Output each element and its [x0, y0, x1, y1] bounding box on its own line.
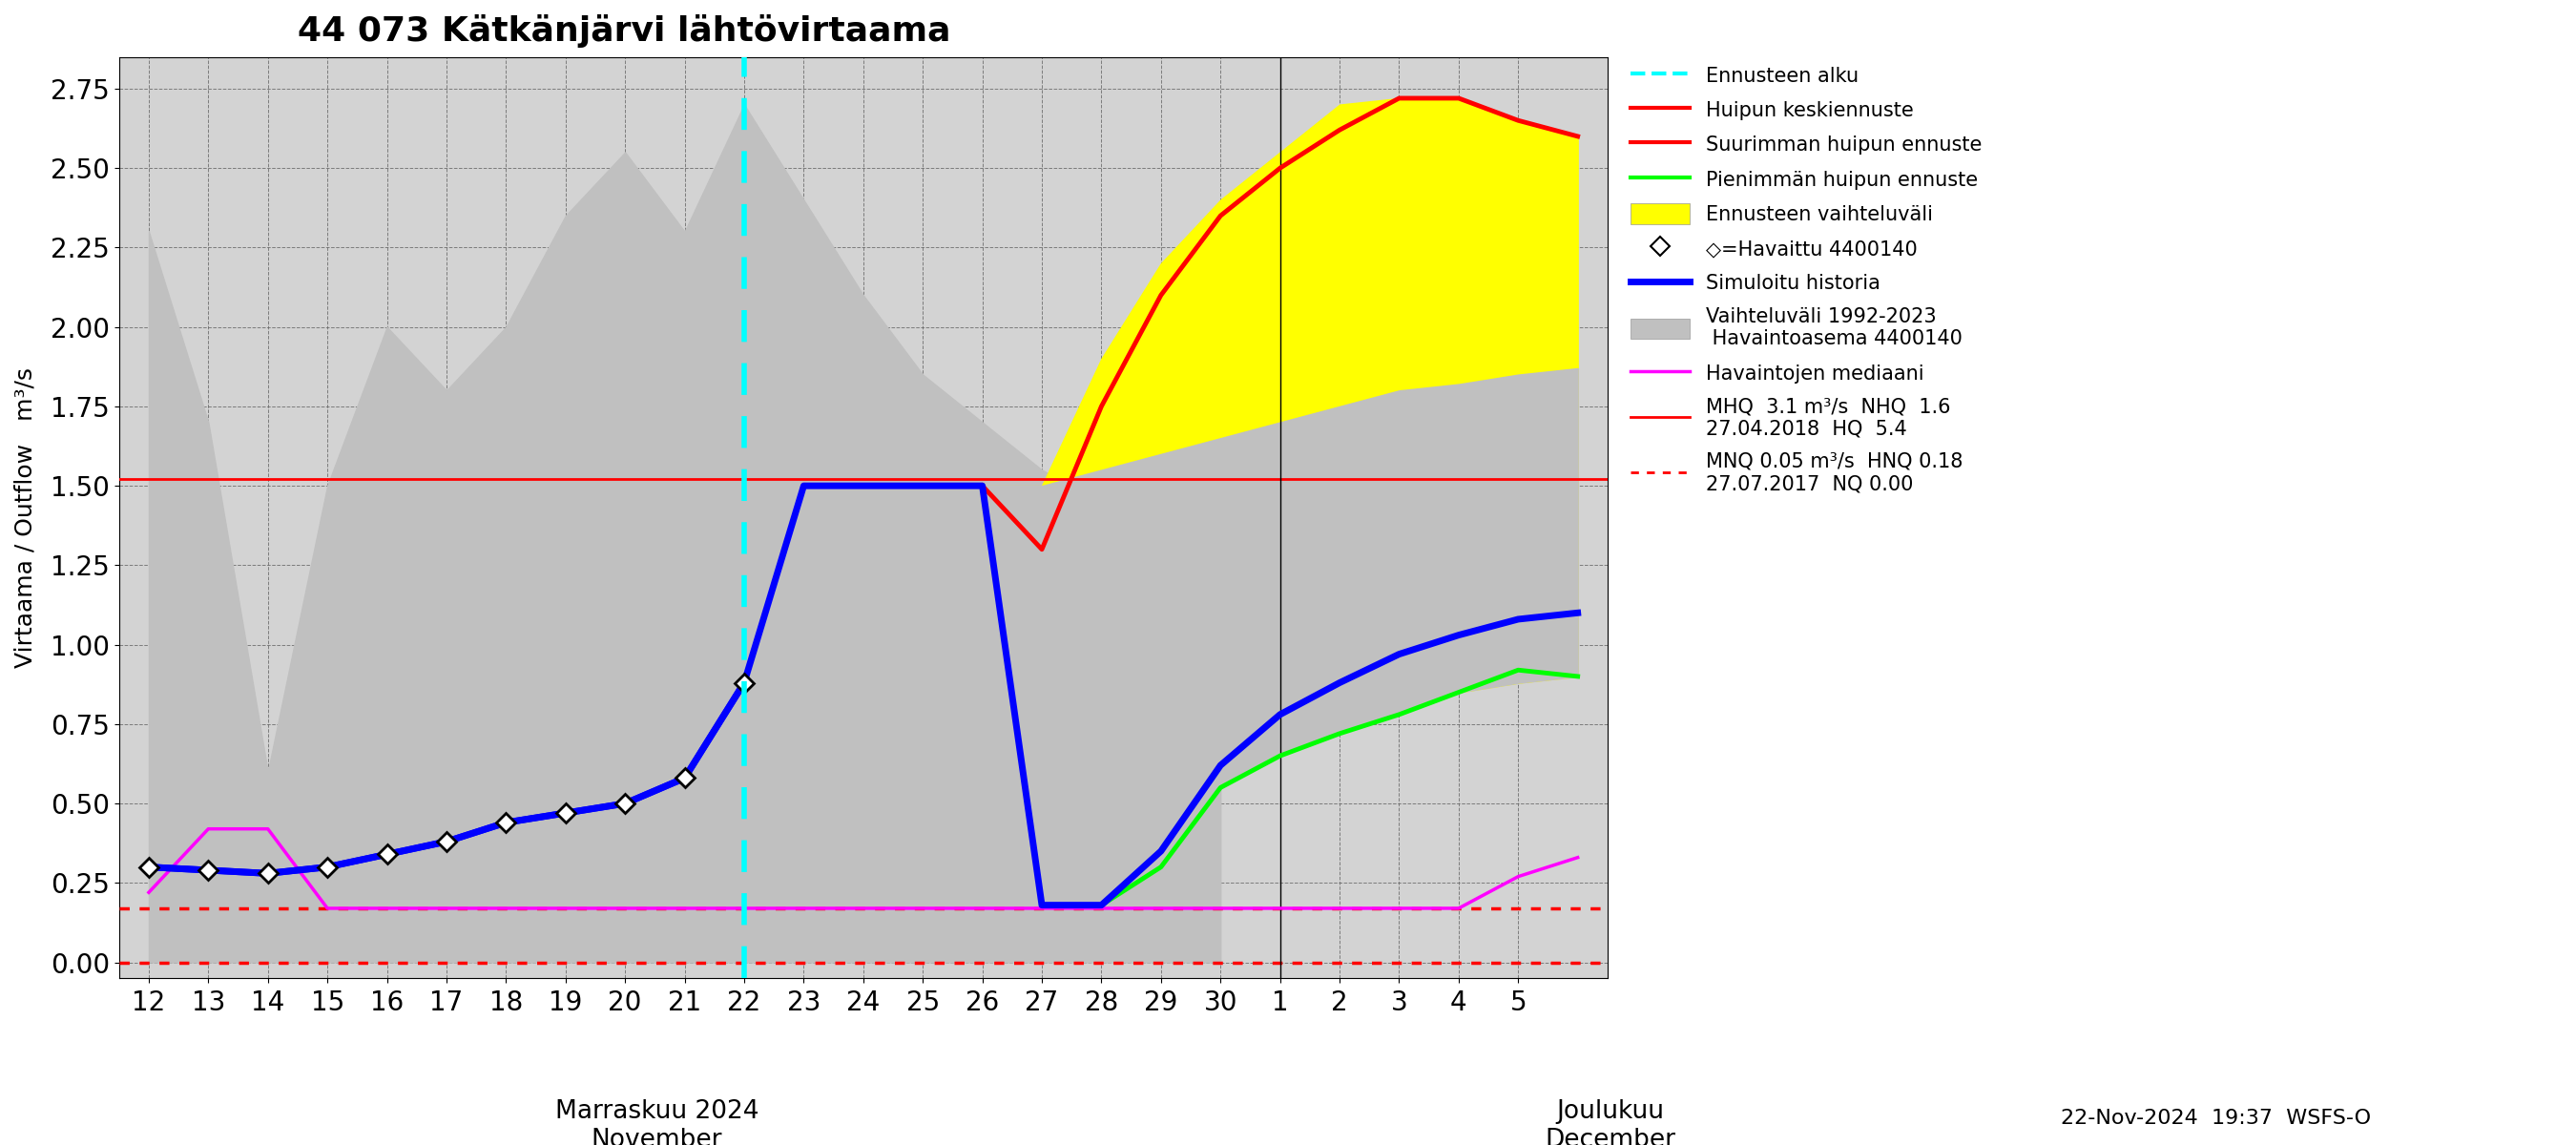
- Legend: Ennusteen alku, Huipun keskiennuste, Suurimman huipun ennuste, Pienimmän huipun : Ennusteen alku, Huipun keskiennuste, Suu…: [1623, 57, 1989, 502]
- Y-axis label: Virtaama / Outflow   m³/s: Virtaama / Outflow m³/s: [15, 368, 36, 668]
- Text: Joulukuu
December: Joulukuu December: [1546, 1099, 1674, 1145]
- Text: 44 073 Kätkänjärvi lähtövirtaama: 44 073 Kätkänjärvi lähtövirtaama: [299, 14, 951, 48]
- Text: Marraskuu 2024
November: Marraskuu 2024 November: [554, 1099, 760, 1145]
- Text: 22-Nov-2024  19:37  WSFS-O: 22-Nov-2024 19:37 WSFS-O: [2061, 1108, 2370, 1128]
